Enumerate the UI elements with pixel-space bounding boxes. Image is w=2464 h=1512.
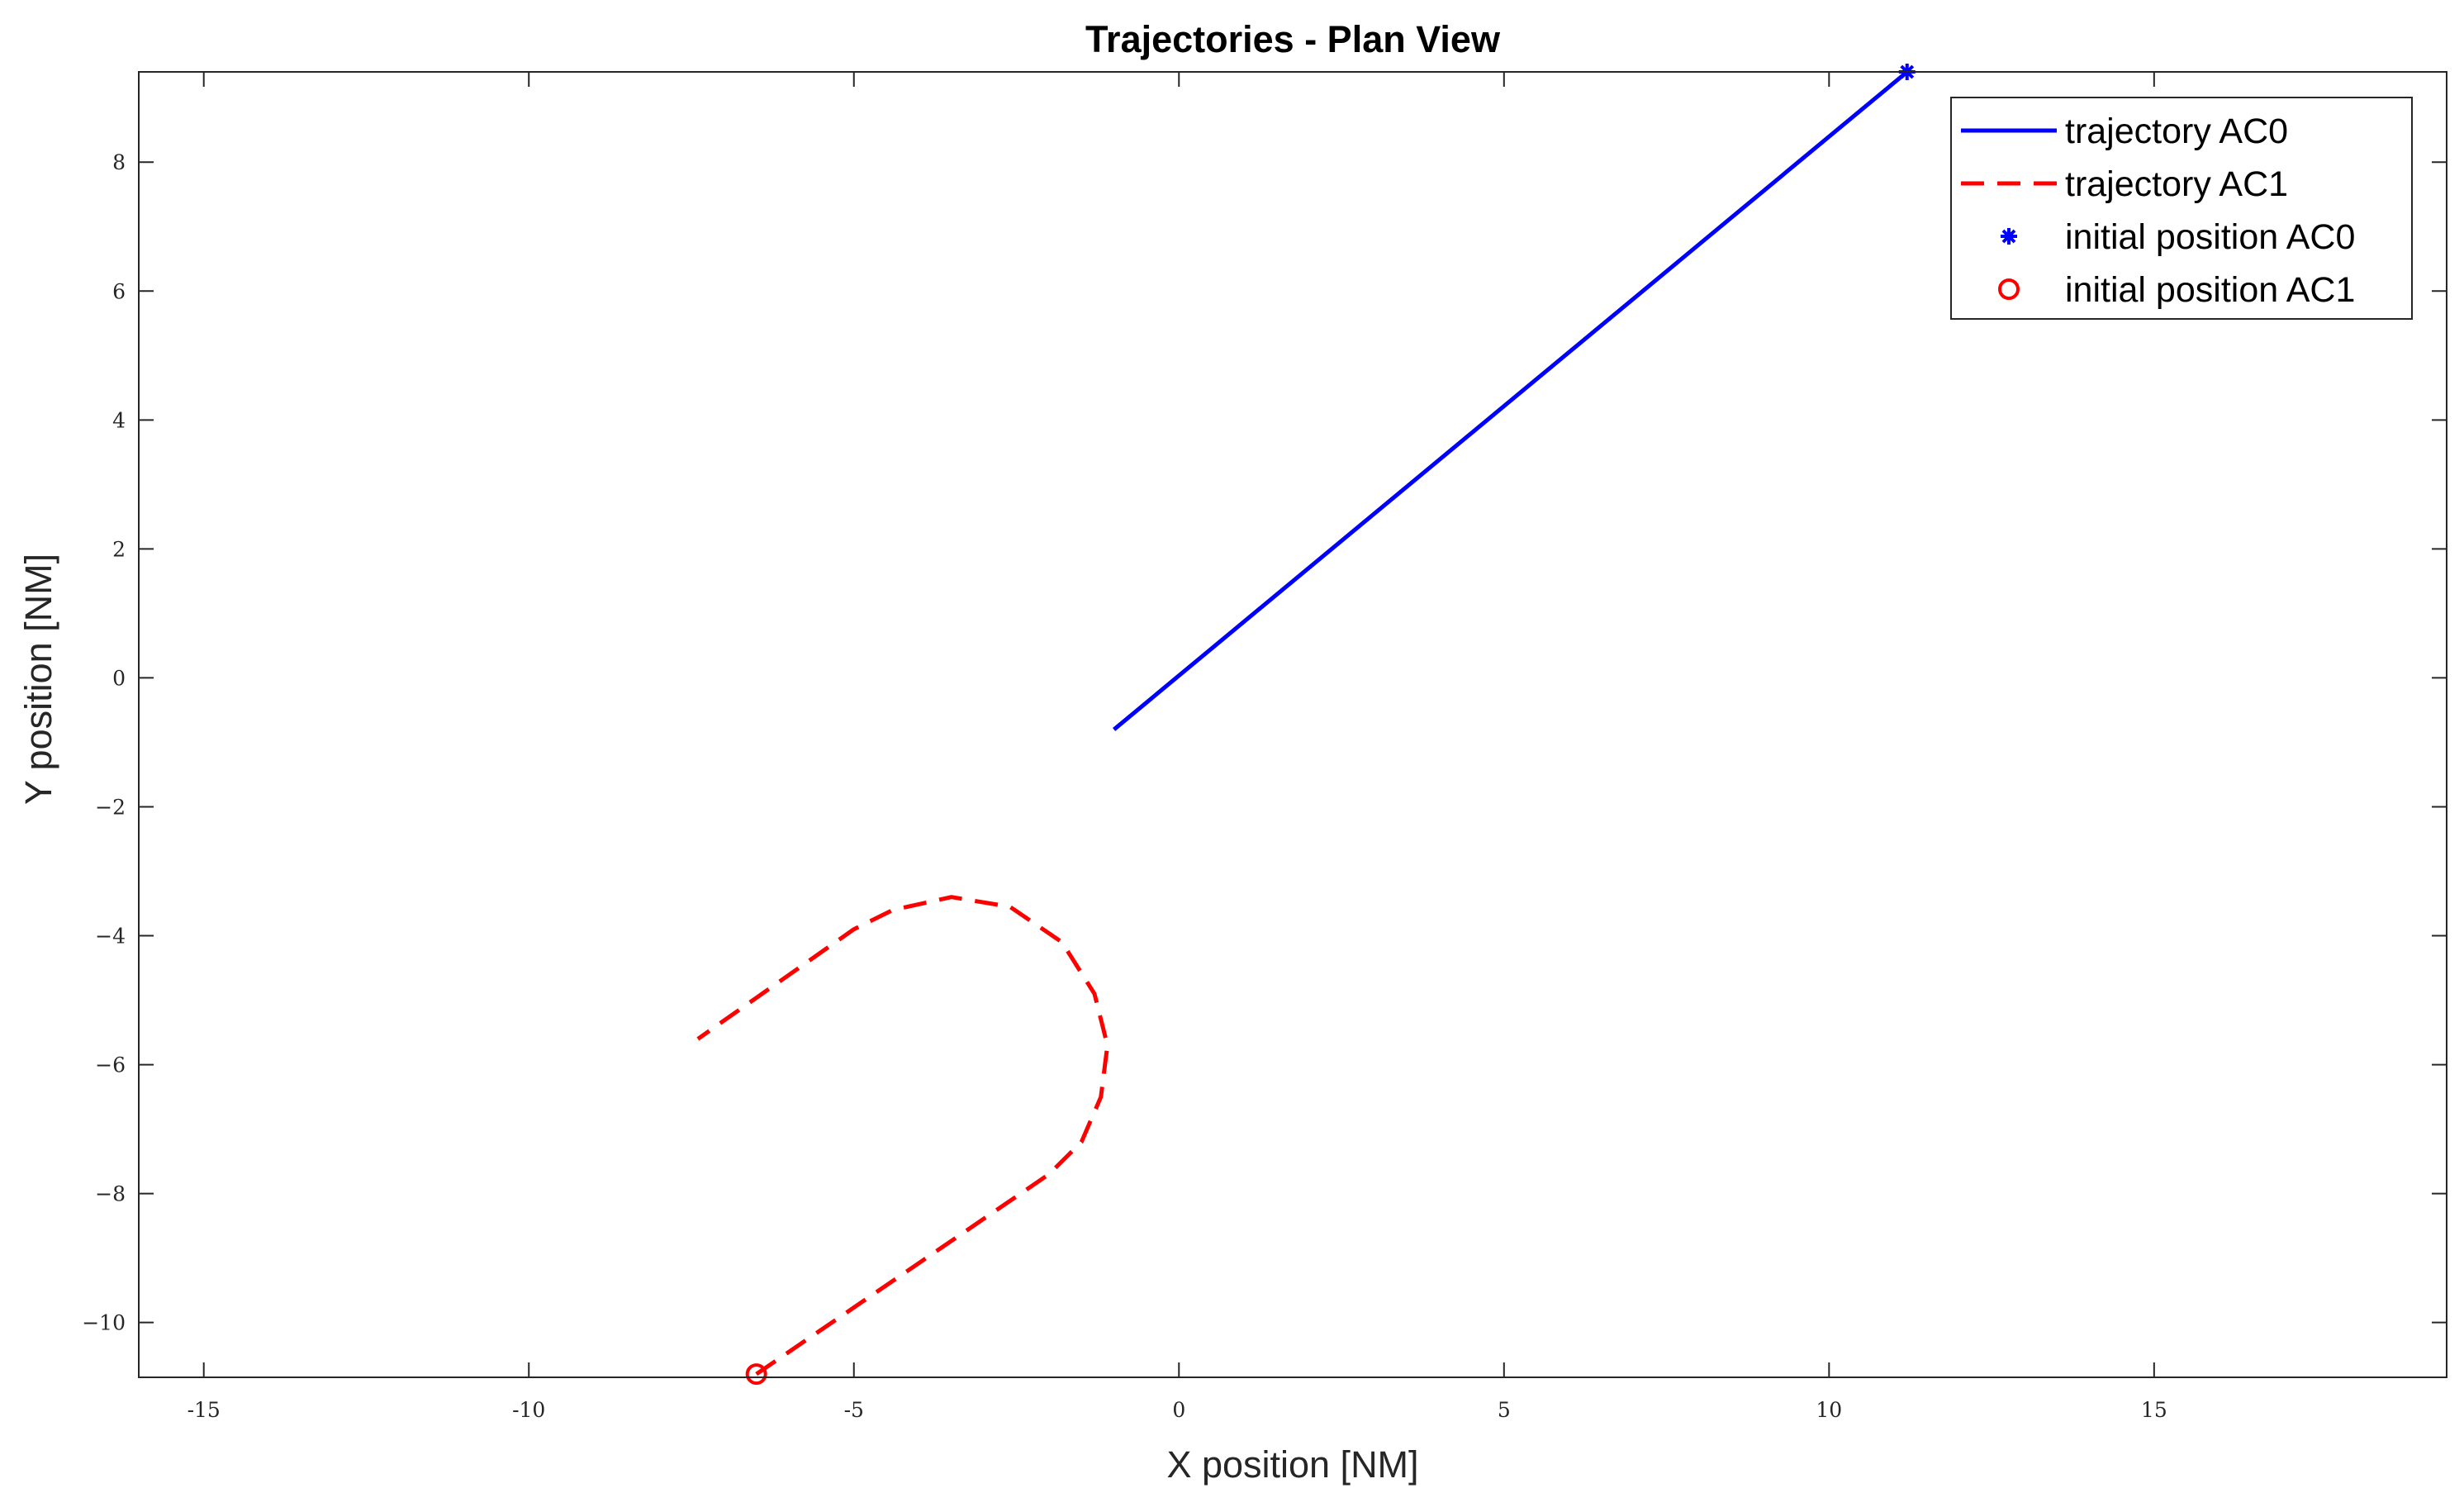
y-axis-label: Y position [NM] [17,554,59,805]
legend-swatch-initial-position-ac0 [2001,228,2017,245]
x-tick-label: 15 [2141,1398,2167,1422]
legend-label-trajectory-ac1: trajectory AC1 [2065,164,2288,204]
legend-label-trajectory-ac0: trajectory AC0 [2065,112,2288,151]
axis-ticks: -15 -10 -5 0 5 10 15 −10 −8 −6 −4 −2 0 2 4 6 8 [82,72,2447,1422]
initial-position-ac1-marker [745,1363,767,1386]
y-tick-label: −10 [82,1311,126,1335]
x-tick-label: 10 [1816,1398,1842,1422]
x-tick-label: 0 [1172,1398,1185,1422]
legend: trajectory AC0 trajectory AC1 initial posi… [1950,97,2413,320]
axes-box [138,71,2447,1378]
y-tick-label: −4 [95,925,126,949]
x-tick-label: -10 [512,1398,545,1422]
legend-swatch-initial-position-ac1 [1998,278,2020,300]
y-tick-label: 6 [112,279,126,303]
x-tick-label: -15 [188,1398,221,1422]
legend-entry-trajectory-ac0: trajectory AC0 [1961,112,2288,151]
asterisk-stroke [2001,229,2016,244]
y-tick-label: −6 [95,1053,126,1077]
y-tick-label: −8 [95,1182,126,1206]
trajectory-ac0-line [1113,70,1909,731]
legend-entry-trajectory-ac1: trajectory AC1 [1961,164,2288,204]
legend-box [1950,97,2413,320]
x-axis-label: X position [NM] [1166,1443,1418,1486]
legend-label-initial-position-ac0: initial position AC0 [2065,217,2355,257]
x-tick-label: -5 [844,1398,864,1422]
legend-entry-initial-position-ac0: initial position AC0 [2001,217,2355,257]
y-tick-label: 0 [112,666,126,690]
legend-entry-initial-position-ac1: initial position AC1 [1998,270,2355,310]
x-tick-label: 5 [1498,1398,1511,1422]
y-tick-label: 4 [112,408,126,432]
trajectory-ac1-line [696,895,1110,1376]
y-tick-label: 8 [112,150,126,174]
legend-label-initial-position-ac1: initial position AC1 [2065,270,2355,310]
y-tick-label: 2 [112,537,126,561]
y-tick-label: −2 [95,795,126,819]
chart-title: Trajectories - Plan View [1085,18,1501,60]
